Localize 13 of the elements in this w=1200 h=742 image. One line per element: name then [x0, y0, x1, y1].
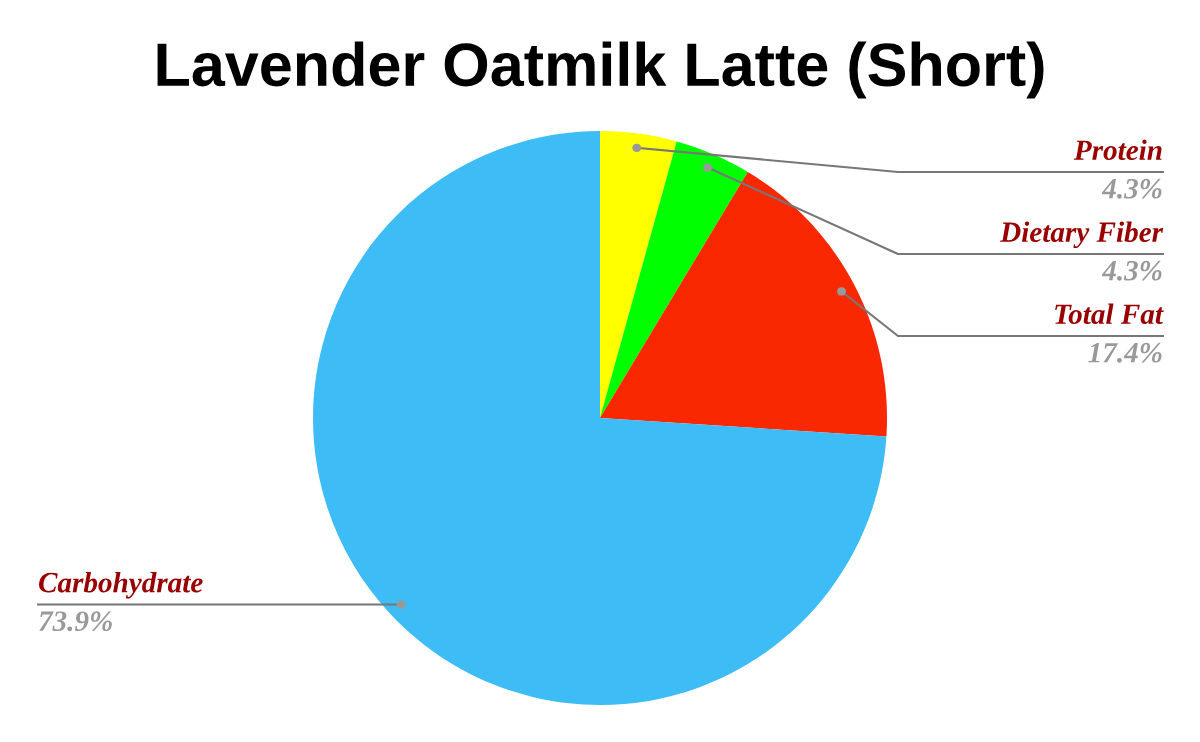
data-label: 73.9%	[39, 611, 112, 632]
data-label: 4.3%	[1101, 178, 1162, 199]
pie-slice	[600, 141, 748, 418]
data-label: 17.4%	[1088, 342, 1162, 363]
pie-slice	[600, 131, 677, 418]
slice-label: Dietary Fiber	[999, 221, 1164, 248]
pie-slice	[600, 171, 887, 437]
chart-title: Lavender Oatmilk Latte (Short)	[157, 41, 1044, 99]
data-label: 4.3%	[1101, 260, 1162, 281]
slice-label: Protein	[1073, 139, 1162, 161]
slice-label: Total Fat	[1055, 303, 1164, 325]
slice-label: Carbohydrate	[39, 571, 203, 599]
pie-slice	[313, 131, 887, 705]
